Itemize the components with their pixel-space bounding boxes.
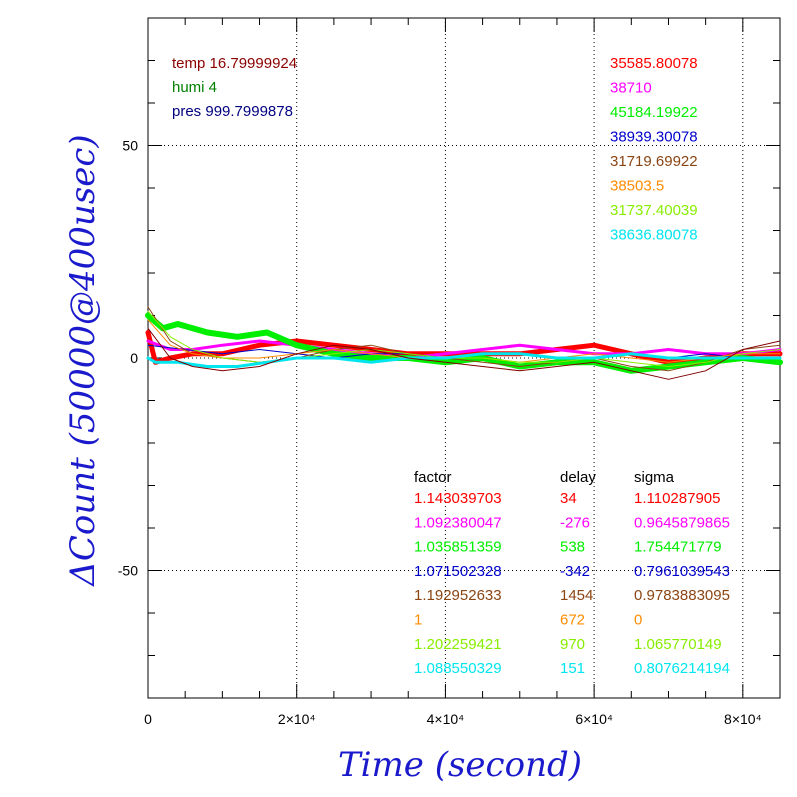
sigma-cell: 1.065770149 — [634, 636, 722, 653]
sigma-cell: 0.7961039543 — [634, 563, 730, 580]
data-series — [145, 306, 783, 380]
series-value-label: 31737.40039 — [610, 202, 698, 219]
factor-cell: 1.143039703 — [414, 490, 502, 507]
series-value-label: 35585.80078 — [610, 55, 698, 72]
series-line-7 — [146, 352, 782, 368]
series-line-8 — [147, 327, 781, 380]
stats-table: factor delay sigma 1.143039703 34 1.110287… — [414, 469, 730, 677]
sigma-cell: 0.9645879865 — [634, 514, 730, 531]
series-line-0 — [145, 330, 783, 365]
sigma-cell: 1.110287905 — [634, 490, 720, 507]
series-value-label: 38503.5 — [610, 178, 664, 195]
y-tick-label: 0 — [130, 350, 138, 366]
y-tick-label: 50 — [122, 138, 138, 154]
y-tick-label: -50 — [118, 563, 138, 579]
series-value-label: 38939.30078 — [610, 129, 698, 146]
series-value-labels: 35585.80078 38710 45184.19922 38939.30078 31… — [610, 55, 698, 244]
factor-cell: 1.192952633 — [414, 587, 502, 604]
sigma-cell: 0 — [634, 612, 642, 629]
factor-cell: 1.088550329 — [414, 660, 502, 677]
x-tick-label: 4×10⁴ — [427, 711, 465, 727]
delay-cell: 1454 — [560, 587, 593, 604]
series-value-label: 38710 — [610, 80, 652, 97]
series-value-label: 38636.80078 — [610, 227, 698, 244]
env-label: humi 4 — [172, 79, 217, 96]
tick-labels: 0 2×10⁴ 4×10⁴ 6×10⁴ 8×10⁴ 50 0 -50 — [118, 138, 762, 728]
factor-cell: 1.071502328 — [414, 563, 502, 580]
series-value-label: 31719.69922 — [610, 153, 698, 170]
x-tick-label: 8×10⁴ — [724, 711, 762, 727]
factor-cell: 1.092380047 — [414, 514, 502, 531]
x-tick-label: 6×10⁴ — [575, 711, 613, 727]
delay-cell: -342 — [560, 563, 590, 580]
delay-cell: -276 — [560, 514, 590, 531]
header-sigma: sigma — [634, 469, 675, 486]
x-tick-label: 0 — [144, 711, 152, 727]
factor-cell: 1.035851359 — [414, 539, 502, 556]
delay-cell: 34 — [560, 490, 577, 507]
factor-cell: 1.202259421 — [414, 636, 502, 653]
delay-cell: 538 — [560, 539, 585, 556]
sigma-cell: 0.8076214194 — [634, 660, 730, 677]
sigma-cell: 0.9783883095 — [634, 587, 730, 604]
header-factor: factor — [414, 469, 452, 486]
delay-cell: 672 — [560, 612, 585, 629]
delay-cell: 970 — [560, 636, 585, 653]
environment-labels: temp 16.79999924 humi 4 pres 999.7999878 — [172, 55, 297, 120]
series-value-label: 45184.19922 — [610, 104, 698, 121]
x-axis-label: Time (second) — [338, 745, 582, 785]
header-delay: delay — [560, 469, 596, 486]
env-label: temp 16.79999924 — [172, 55, 297, 72]
x-tick-label: 2×10⁴ — [278, 711, 316, 727]
env-label: pres 999.7999878 — [172, 103, 293, 120]
sigma-cell: 1.754471779 — [634, 539, 722, 556]
factor-cell: 1 — [414, 612, 422, 629]
series-line-1 — [146, 339, 782, 360]
delay-cell: 151 — [560, 660, 585, 677]
y-axis-label: ΔCount (50000@400usec) — [63, 134, 103, 587]
